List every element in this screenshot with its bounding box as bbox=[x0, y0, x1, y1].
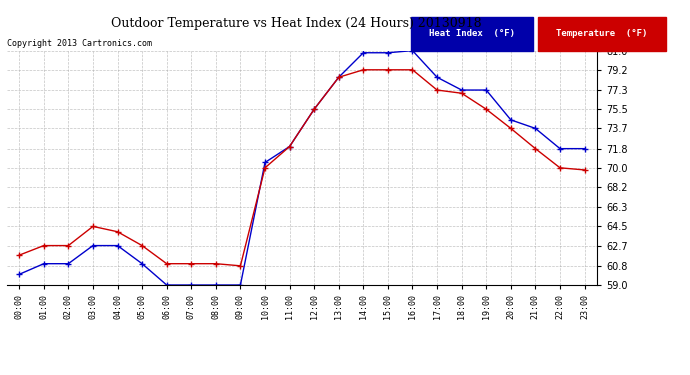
Text: Temperature  (°F): Temperature (°F) bbox=[556, 29, 648, 38]
Text: Heat Index  (°F): Heat Index (°F) bbox=[428, 29, 515, 38]
FancyBboxPatch shape bbox=[411, 17, 533, 51]
Text: Copyright 2013 Cartronics.com: Copyright 2013 Cartronics.com bbox=[7, 39, 152, 48]
Text: Outdoor Temperature vs Heat Index (24 Hours) 20130918: Outdoor Temperature vs Heat Index (24 Ho… bbox=[111, 17, 482, 30]
FancyBboxPatch shape bbox=[538, 17, 666, 51]
